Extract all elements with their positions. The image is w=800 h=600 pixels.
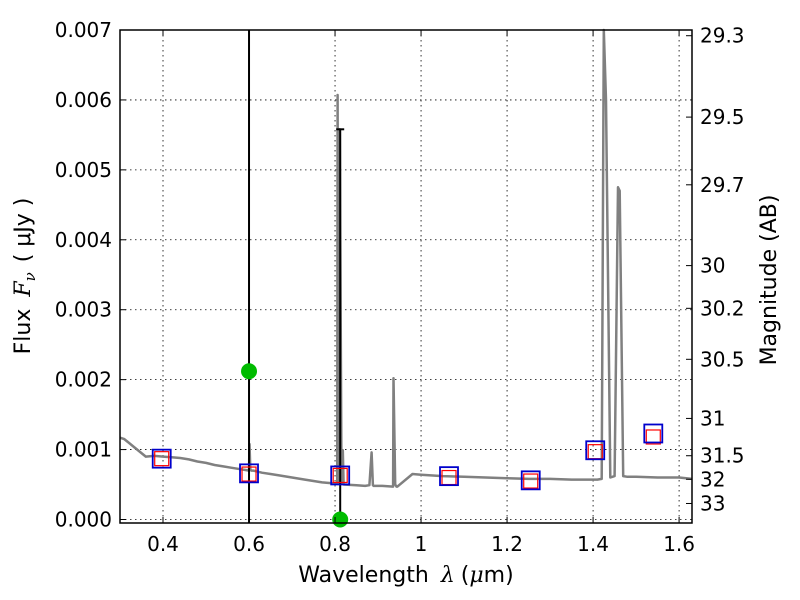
error-bars [248, 30, 345, 523]
x-tick-label: 0.8 [319, 532, 351, 556]
y-tick-label: 0.003 [55, 298, 112, 322]
x-tick-label: 1 [415, 532, 428, 556]
observed-photometry-marker [520, 470, 541, 491]
y2-tick-label: 33 [700, 491, 725, 515]
model-photometry-marker [645, 429, 661, 445]
y2-tick-label: 31.5 [700, 444, 745, 468]
x-tick-label: 0.4 [147, 532, 179, 556]
model-photometry-marker [241, 466, 257, 482]
photometry-markers [151, 363, 664, 528]
x-axis-label-symbol: λ [440, 563, 455, 588]
detection-marker [241, 363, 258, 380]
x-tick-label: 1.2 [491, 532, 523, 556]
x-tick-label: 0.6 [233, 532, 265, 556]
observed-photometry-marker [585, 440, 606, 461]
y-axis-label-prefix: Flux [11, 309, 36, 355]
y2-tick-label: 29.7 [700, 173, 745, 197]
y-tick-label: 0.007 [55, 18, 112, 42]
y2-tick-label: 29.3 [700, 24, 745, 48]
observed-photometry-marker [151, 448, 172, 469]
x-axis-label-unit: m) [484, 563, 514, 588]
observed-photometry-marker [439, 466, 459, 487]
model-photometry-marker [523, 473, 539, 489]
y2-tick-label: 31 [700, 406, 725, 430]
y-axis-label-unit: ( μJy ) [11, 198, 36, 263]
model-photometry-marker [332, 467, 348, 484]
y-tick-label: 0.006 [55, 88, 112, 112]
model-photometry-marker [154, 451, 170, 467]
y-tick-label: 0.001 [55, 438, 112, 462]
y2-axis-label: Magnitude (AB) [757, 195, 782, 366]
x-axis-label: Wavelength λ (μm) [298, 563, 513, 588]
observed-photometry-marker [643, 423, 664, 444]
y2-tick-label: 29.5 [700, 105, 745, 129]
plot-frame [119, 29, 693, 524]
observed-photometry-marker [239, 463, 259, 484]
y-tick-label: 0.000 [55, 508, 112, 532]
x-axis-label-prefix: Wavelength [298, 563, 429, 588]
y-axis-label: Flux Fν ( μJy ) [11, 198, 39, 355]
x-tick-label: 1.4 [577, 532, 609, 556]
x-axis-label-mu: μ [469, 563, 483, 588]
y-tick-label: 0.002 [55, 368, 112, 392]
y-axis-ticks: 0.000 0.001 0.002 0.003 0.004 0.005 0.006 0.007 [55, 18, 126, 532]
y2-tick-label: 30.2 [700, 296, 745, 320]
y2-tick-label: 30 [700, 254, 725, 278]
y-axis-label-subscript: ν [21, 272, 39, 281]
y2-tick-label: 30.5 [700, 347, 745, 371]
y-tick-label: 0.004 [55, 228, 112, 252]
observed-photometry-marker [330, 465, 351, 486]
x-tick-label: 1.6 [663, 532, 695, 556]
y2-tick-label: 32 [700, 467, 725, 491]
y-axis-label-symbol: F [11, 281, 36, 298]
y-tick-label: 0.005 [55, 158, 112, 182]
x-axis-label-open: ( [461, 563, 470, 588]
x-axis-ticks: 0.4 0.6 0.8 1 1.2 1.4 1.6 [147, 30, 695, 556]
